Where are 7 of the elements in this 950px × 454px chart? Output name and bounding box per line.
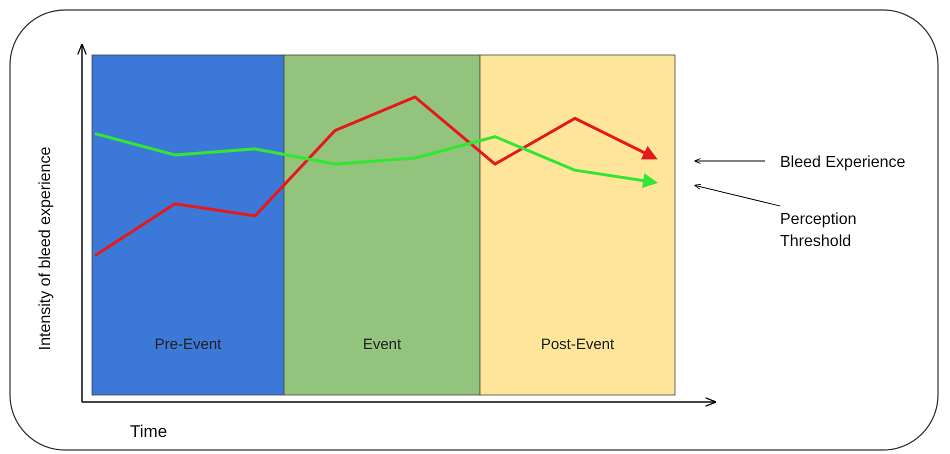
text: Perception Threshold (780, 211, 856, 250)
annotation: Event (362, 336, 402, 353)
text: Bleed Experience (780, 154, 906, 171)
annotation: Post-Event (540, 336, 616, 353)
y-axis-title: Intensity of bleed experience (37, 146, 54, 350)
x-axis-title: Time (130, 422, 168, 441)
annotation: Pre-Event (154, 336, 222, 353)
